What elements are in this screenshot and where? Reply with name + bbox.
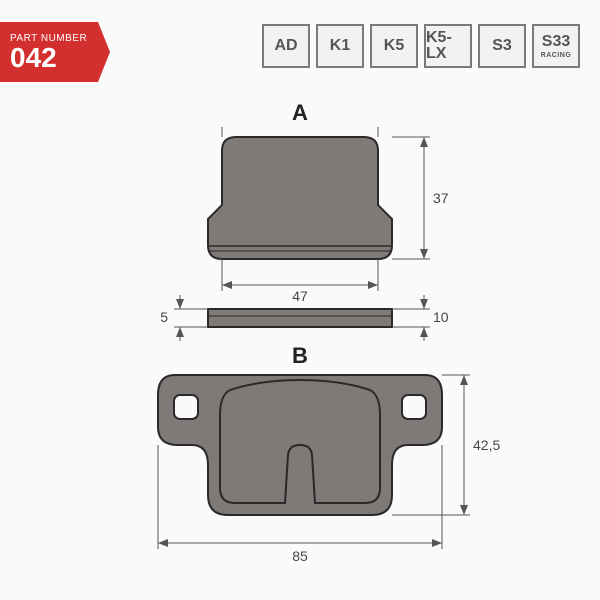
pad-b-hole-left [174,395,198,419]
dim-b-height-value: 42,5 [473,437,500,453]
dim-b-width-value: 85 [292,548,308,564]
dim-a-top [222,127,378,137]
badge-main: K5-LX [426,30,470,62]
badge-main: K1 [330,38,350,54]
dim-a-thk10 [392,295,430,341]
compound-badge: K5 [370,24,418,68]
pad-a-label: A [292,100,308,125]
badge-main: S33 [542,34,570,50]
compound-badge: AD [262,24,310,68]
badge-main: S3 [492,38,512,54]
dim-a-thk10-value: 10 [433,309,449,325]
dim-a-thk5 [174,295,208,341]
part-number-badge: PART NUMBER 042 [0,22,98,82]
badge-main: K5 [384,38,404,54]
dim-a-width [222,259,378,291]
pad-a-body [208,137,392,259]
header: PART NUMBER 042 AD K1 K5 K5-LX S3 S33 RACING [0,22,580,82]
dim-a-width-value: 47 [292,288,308,304]
compound-badge: K5-LX [424,24,472,68]
compound-badge: K1 [316,24,364,68]
technical-drawing: A 37 47 [0,95,600,600]
compound-badge: S33 RACING [532,24,580,68]
compound-badge: S3 [478,24,526,68]
dim-a-thk5-value: 5 [160,309,168,325]
part-number-value: 042 [10,44,98,72]
dim-a-height [392,137,430,259]
pad-b-hole-right [402,395,426,419]
badge-sub: RACING [541,52,572,59]
pad-a-side [208,309,392,327]
pad-b-label: B [292,343,308,368]
pad-a-group: A 37 47 [160,100,449,341]
dim-a-height-value: 37 [433,190,449,206]
pad-b-group: B 42,5 85 [158,343,500,564]
compound-badges: AD K1 K5 K5-LX S3 S33 RACING [262,24,580,68]
badge-main: AD [274,38,297,54]
